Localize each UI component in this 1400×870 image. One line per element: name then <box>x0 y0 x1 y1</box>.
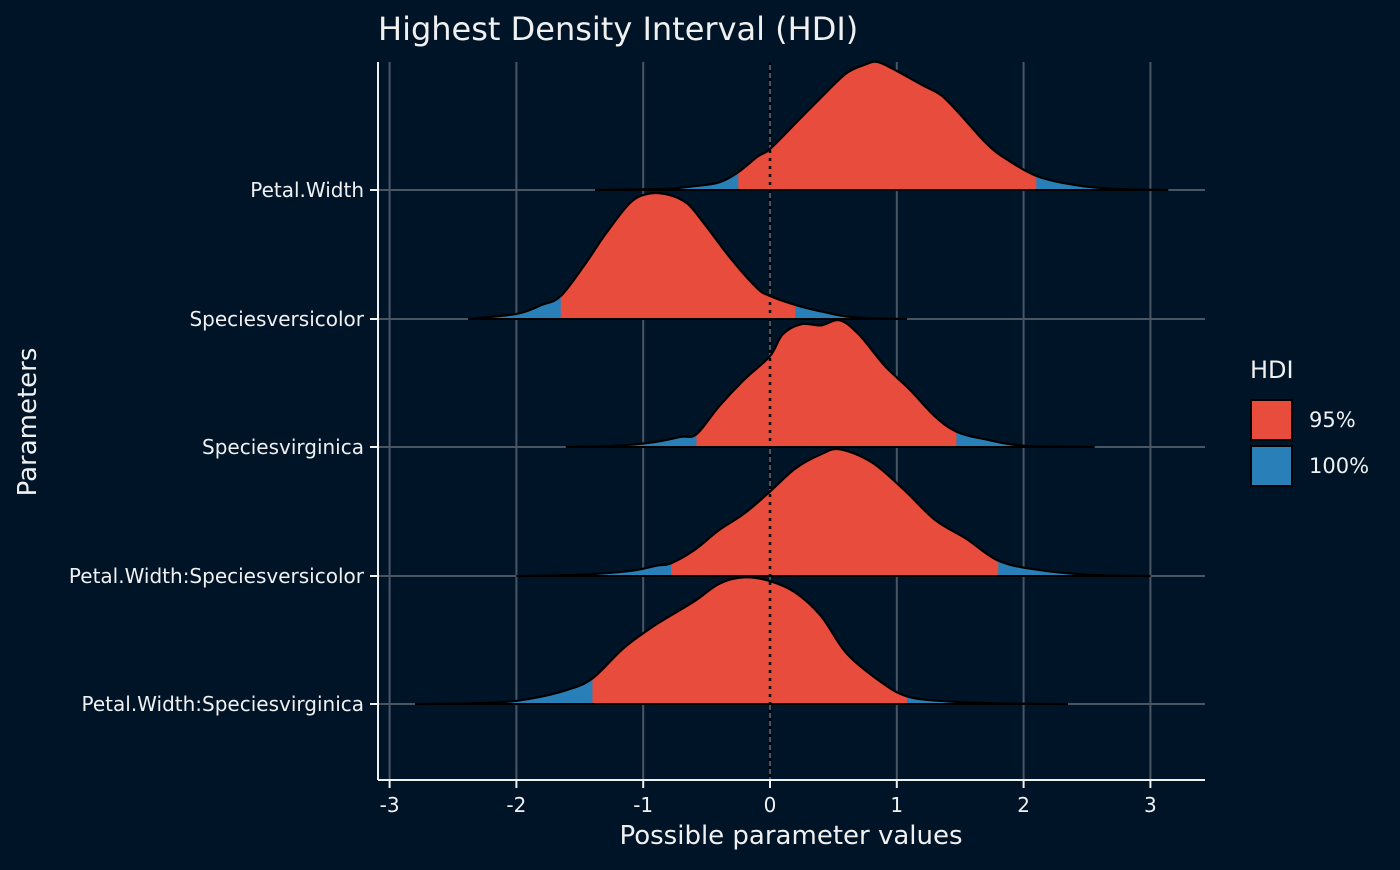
hdi-95-area <box>592 577 907 704</box>
ridge-petal-width-speciesvirginica <box>414 576 1069 706</box>
density-outline <box>414 576 1069 706</box>
legend-label: 95% <box>1309 408 1356 432</box>
ridge-petal-width <box>594 60 1169 192</box>
y-tick-label: Petal.Width:Speciesvirginica <box>82 692 364 716</box>
legend: HDI 95% 100% <box>1250 356 1369 487</box>
ridge-speciesversicolor <box>468 191 907 321</box>
legend-swatch <box>1250 445 1293 487</box>
density-outline <box>565 318 1095 449</box>
legend-label: 100% <box>1309 454 1369 478</box>
hdi-95-area <box>738 61 1037 190</box>
x-tick-label: -2 <box>506 793 526 817</box>
x-axis-title: Possible parameter values <box>619 821 962 851</box>
ridges <box>414 60 1169 780</box>
legend-swatch <box>1250 399 1293 441</box>
x-tick-label: 0 <box>764 793 777 817</box>
density-outline <box>594 60 1169 192</box>
ridge-petal-width-speciesversicolor <box>516 447 1151 578</box>
x-tick-label: 2 <box>1017 793 1030 817</box>
hdi-95-area <box>560 192 796 319</box>
y-axis-title: Parameters <box>13 348 43 497</box>
x-tick-label: -1 <box>633 793 653 817</box>
y-tick-label: Speciesvirginica <box>202 435 364 459</box>
x-tick-label: 1 <box>890 793 903 817</box>
density-outline <box>516 447 1151 578</box>
density-outline <box>468 191 907 321</box>
y-tick-label: Speciesversicolor <box>189 307 364 331</box>
ridge-speciesvirginica <box>565 318 1095 449</box>
y-tick-label: Petal.Width:Speciesversicolor <box>69 564 365 588</box>
hdi-95-area <box>696 320 957 447</box>
x-tick-label: 3 <box>1144 793 1157 817</box>
legend-title: HDI <box>1250 356 1294 384</box>
hdi-95-area <box>671 449 999 576</box>
chart-title: Highest Density Interval (HDI) <box>378 10 858 48</box>
x-tick-label: -3 <box>380 793 400 817</box>
y-tick-label: Petal.Width <box>250 178 364 202</box>
axes: -3 -2 -1 0 1 2 3 Petal.Width Speciesversicolor Sp… <box>69 62 1205 817</box>
